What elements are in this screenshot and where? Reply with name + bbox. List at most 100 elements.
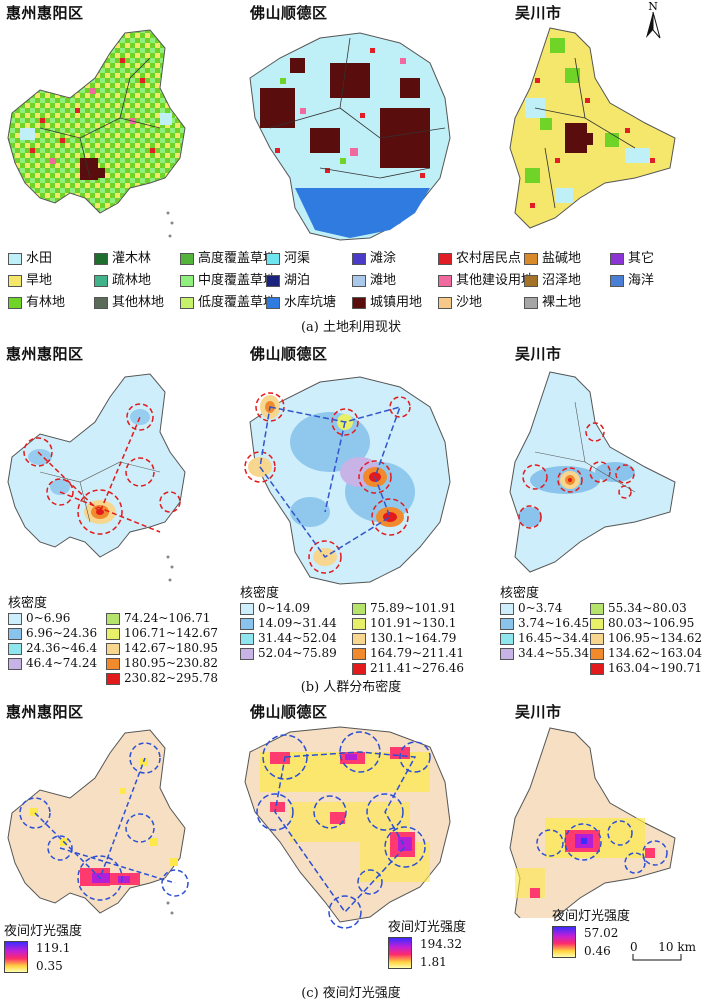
landuse-legend-item: 疏林地 [94,269,180,288]
density-legend-item: 16.45~34.4 [500,631,590,645]
density-legend-item: 46.4~74.24 [8,656,106,670]
density-legend-item [500,661,590,675]
legend-swatch [180,296,194,309]
density-legend-item: 3.74~16.45 [500,616,590,630]
map-wuchuan-nightlight [509,727,676,918]
nightlight-min-foshan: 1.81 [420,955,447,969]
map-wuchuan-landuse [509,27,676,229]
legend-label: 80.03~106.95 [608,616,695,630]
legend-swatch [352,647,366,660]
landuse-legend-item: 海洋 [610,269,696,288]
legend-swatch [524,252,538,265]
density-legend-item: 106.95~134.62 [590,631,702,645]
density-legend-item: 0~3.74 [500,601,590,615]
density-legend-item: 130.1~164.79 [352,631,477,645]
legend-label: 14.09~31.44 [258,616,337,630]
landuse-legend-item: 低度覆盖草地 [180,291,276,310]
landuse-legend-item: 水库坑塘 [266,291,352,310]
density-legend-wuchuan: 核密度 0~3.74 55.34~80.03 3.74~16.45 80.03~106… [500,582,702,675]
density-legend-foshan: 核密度 0~14.09 75.89~101.91 14.09~31.44 101.91… [240,582,490,675]
legend-swatch [106,672,120,685]
legend-swatch [438,296,452,309]
legend-label: 130.1~164.79 [370,631,457,645]
legend-swatch [524,274,538,287]
legend-label: 180.95~230.82 [124,656,219,670]
nightlight-max-foshan: 194.32 [420,937,462,951]
legend-label: 海洋 [628,273,655,288]
title-foshan-c: 佛山顺德区 [250,703,328,721]
legend-swatch [500,647,514,660]
legend-swatch [266,296,280,309]
legend-swatch [8,627,22,640]
legend-swatch [590,617,604,630]
legend-swatch [352,632,366,645]
nightlight-color-ramp [4,941,28,973]
density-legend-item: 80.03~106.95 [590,616,700,630]
landuse-legend-item: 农村居民点 [438,247,524,266]
legend-label: 0~6.96 [26,611,71,625]
landuse-legend-item: 其他林地 [94,291,180,310]
nightlight-legend-wuchuan: 夜间灯光强度 57.02 0.46 [552,905,630,958]
title-huizhou-b: 惠州惠阳区 [6,345,84,363]
legend-label: 34.4~55.34 [518,646,590,660]
legend-swatch [352,662,366,675]
landuse-legend: 水田 灌木林 高度覆盖草地 河渠 滩涂 农村居民点 盐碱地 其它 旱地 疏林地 中度覆盖草地 湖泊 滩地… [8,247,698,310]
legend-label: 3.74~16.45 [518,616,590,630]
legend-swatch [590,662,604,675]
legend-swatch [8,274,22,287]
density-legend-title: 核密度 [8,596,48,611]
legend-label: 0~3.74 [518,601,563,615]
legend-label: 河渠 [284,251,311,266]
legend-swatch [240,632,254,645]
landuse-legend-item: 中度覆盖草地 [180,269,276,288]
landuse-legend-item: 高度覆盖草地 [180,247,276,266]
nightlight-legend-huizhou: 夜间灯光强度 119.1 0.35 [4,920,82,973]
caption-b: (b) 人群分布密度 [300,680,402,695]
landuse-legend-item: 湖泊 [266,269,352,288]
landuse-legend-item: 盐碱地 [524,247,610,266]
nightlight-legend-title: 夜间灯光强度 [552,909,631,924]
legend-swatch [106,657,120,670]
legend-label: 6.96~24.36 [26,626,98,640]
density-legend-item: 14.09~31.44 [240,616,352,630]
legend-swatch [266,274,280,287]
legend-label: 163.04~190.71 [608,661,702,675]
scale-bar-start: 0 [630,940,638,954]
map-wuchuan-density [509,371,676,573]
legend-label: 旱地 [26,273,53,288]
density-legend-item: 142.67~180.95 [106,641,231,655]
legend-label: 101.91~130.1 [370,616,457,630]
nightlight-legend-title: 夜间灯光强度 [4,924,83,939]
landuse-legend-item: 灌木林 [94,247,180,266]
legend-label: 裸土地 [542,295,582,310]
density-legend-item [240,661,352,675]
title-wuchuan-a: 吴川市 [515,4,562,22]
density-legend-title: 核密度 [500,586,540,601]
legend-label: 中度覆盖草地 [198,273,277,288]
legend-label: 134.62~163.04 [608,646,702,660]
legend-label: 164.79~211.41 [370,646,465,660]
density-legend-item: 211.41~276.46 [352,661,477,675]
density-legend-item: 164.79~211.41 [352,646,477,660]
landuse-legend-item: 滩地 [352,269,438,288]
legend-label: 其他建设用地 [456,273,535,288]
legend-swatch [94,252,108,265]
legend-swatch [180,252,194,265]
legend-swatch [352,252,366,265]
legend-swatch [8,252,22,265]
legend-label: 沼泽地 [542,273,582,288]
legend-label: 水田 [26,251,53,266]
density-legend-item: 0~6.96 [8,611,106,625]
density-legend-item: 6.96~24.36 [8,626,106,640]
density-legend-item: 0~14.09 [240,601,352,615]
density-legend-item: 24.36~46.4 [8,641,106,655]
legend-swatch [500,602,514,615]
legend-label: 低度覆盖草地 [198,295,277,310]
legend-label: 农村居民点 [456,251,522,266]
legend-label: 106.95~134.62 [608,631,702,645]
legend-label: 55.34~80.03 [608,601,687,615]
landuse-legend-item: 城镇用地 [352,291,438,310]
legend-label: 230.82~295.78 [124,671,219,685]
nightlight-min-wuchuan: 0.46 [584,944,611,958]
title-wuchuan-c: 吴川市 [515,703,562,721]
